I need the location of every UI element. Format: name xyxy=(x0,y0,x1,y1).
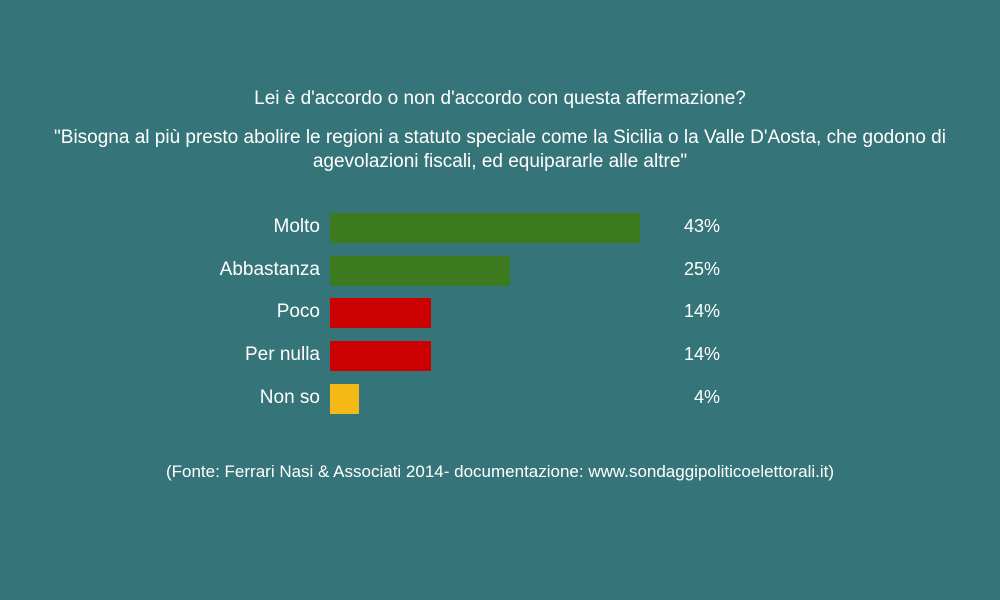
bar-poco xyxy=(330,298,431,328)
value-label: 25% xyxy=(683,259,720,279)
bar-molto xyxy=(330,213,640,243)
value-label: 14% xyxy=(683,344,720,364)
value-label: 43% xyxy=(683,216,720,236)
bar-non-so xyxy=(330,384,359,414)
bar-abbastanza xyxy=(330,256,510,286)
value-label: 4% xyxy=(693,387,720,407)
category-label: Molto xyxy=(273,216,320,237)
source-note: (Fonte: Ferrari Nasi & Associati 2014- d… xyxy=(165,462,835,481)
chart-subtitle: "Bisogna al più presto abolire le region… xyxy=(54,127,946,172)
category-label: Poco xyxy=(276,301,320,322)
category-label: Non so xyxy=(259,387,320,408)
category-label: Per nulla xyxy=(245,344,320,365)
category-label: Abbastanza xyxy=(219,259,320,280)
value-label: 14% xyxy=(683,301,720,321)
chart-title: Lei è d'accordo o non d'accordo con ques… xyxy=(254,88,746,109)
bar-per-nulla xyxy=(330,341,431,371)
